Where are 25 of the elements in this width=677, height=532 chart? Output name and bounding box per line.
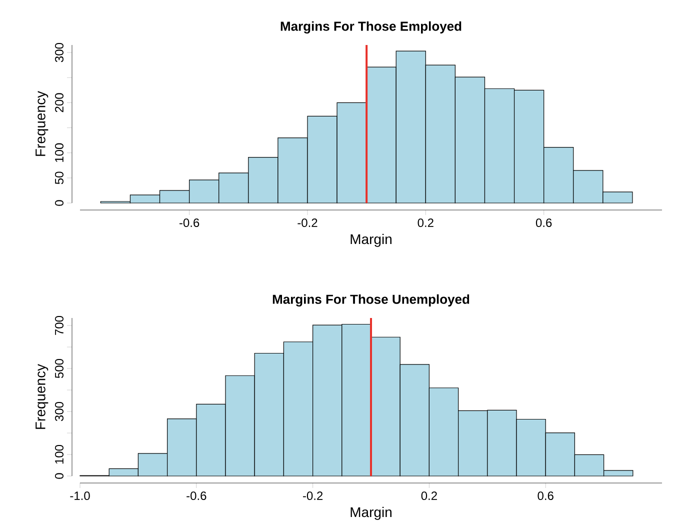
x-axis-title: Margin	[350, 506, 392, 520]
chart-title: Margins For Those Employed	[280, 21, 462, 34]
y-tick-label: 100	[54, 143, 64, 162]
y-tick-label: 50	[54, 172, 64, 184]
x-tick-label: -0.2	[298, 218, 318, 228]
x-tick-label: 0.2	[418, 218, 434, 228]
x-tick-label: -0.6	[186, 492, 206, 500]
y-axis-title: Frequency	[36, 364, 48, 429]
chart-title: Margins For Those Unemployed	[272, 294, 470, 306]
y-tick-label: 500	[54, 358, 64, 378]
y-tick-label: 0	[54, 473, 64, 479]
x-tick-label: 0.6	[538, 492, 554, 500]
x-tick-label: 0.2	[421, 492, 437, 500]
x-tick-label: -0.6	[180, 218, 200, 228]
x-tick-label: -1.0	[70, 492, 90, 500]
x-tick-label: -0.2	[302, 492, 323, 500]
y-tick-label: 200	[54, 93, 64, 112]
x-tick-label: 0.6	[536, 218, 552, 228]
y-tick-label: 0	[54, 200, 64, 206]
y-tick-label: 100	[54, 444, 64, 464]
y-tick-label: 700	[54, 316, 64, 335]
y-tick-label: 300	[54, 402, 64, 422]
y-axis-title: Frequency	[36, 90, 48, 156]
y-tick-label: 300	[54, 42, 64, 62]
x-axis-title: Margin	[350, 234, 392, 247]
